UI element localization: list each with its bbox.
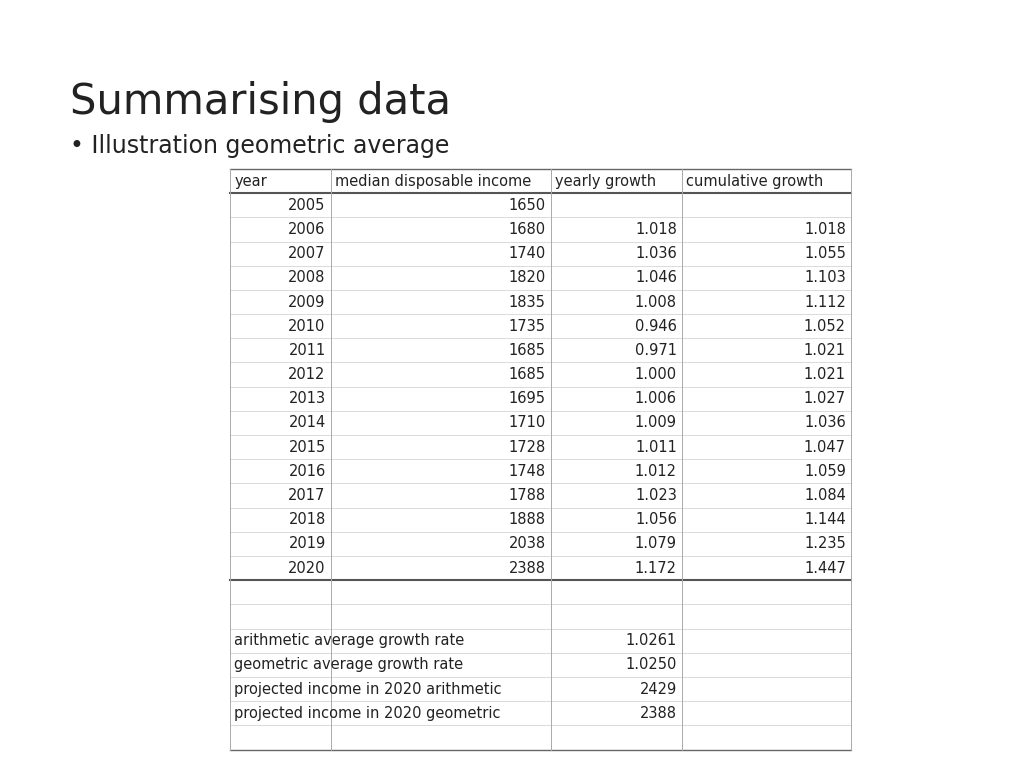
- Text: 1.021: 1.021: [804, 343, 846, 358]
- Text: 1.172: 1.172: [635, 561, 677, 576]
- Text: 2038: 2038: [509, 536, 546, 551]
- Text: 2388: 2388: [509, 561, 546, 576]
- Text: 2011: 2011: [289, 343, 326, 358]
- Text: 1.023: 1.023: [635, 488, 677, 503]
- Text: 2008: 2008: [289, 270, 326, 286]
- Text: 1680: 1680: [509, 222, 546, 237]
- Text: 1710: 1710: [509, 415, 546, 431]
- Text: year: year: [234, 174, 267, 189]
- Text: 2009: 2009: [289, 294, 326, 310]
- Text: arithmetic average growth rate: arithmetic average growth rate: [234, 633, 465, 648]
- Text: cumulative growth: cumulative growth: [686, 174, 823, 189]
- Text: 2388: 2388: [640, 706, 677, 721]
- Text: 1.021: 1.021: [804, 367, 846, 382]
- Text: 1.036: 1.036: [635, 246, 677, 261]
- Text: 1.055: 1.055: [804, 246, 846, 261]
- Text: 1728: 1728: [509, 439, 546, 455]
- Text: • Illustration geometric average: • Illustration geometric average: [70, 134, 449, 158]
- Text: 1748: 1748: [509, 464, 546, 479]
- Text: 2012: 2012: [289, 367, 326, 382]
- Text: geometric average growth rate: geometric average growth rate: [234, 657, 464, 673]
- Text: 2429: 2429: [640, 681, 677, 697]
- Text: 2015: 2015: [289, 439, 326, 455]
- Text: 1.0250: 1.0250: [626, 657, 677, 673]
- Text: 1.144: 1.144: [804, 512, 846, 528]
- Text: median disposable income: median disposable income: [335, 174, 531, 189]
- Text: 1820: 1820: [509, 270, 546, 286]
- Text: 2005: 2005: [289, 197, 326, 213]
- Text: 1.011: 1.011: [635, 439, 677, 455]
- Text: 1740: 1740: [509, 246, 546, 261]
- Text: 1685: 1685: [509, 343, 546, 358]
- Text: 1.052: 1.052: [804, 319, 846, 334]
- Text: 2010: 2010: [289, 319, 326, 334]
- Text: 1.235: 1.235: [804, 536, 846, 551]
- Text: 1.036: 1.036: [804, 415, 846, 431]
- Text: 1650: 1650: [509, 197, 546, 213]
- Text: 1.006: 1.006: [635, 391, 677, 406]
- Text: 1.103: 1.103: [804, 270, 846, 286]
- Text: 2016: 2016: [289, 464, 326, 479]
- Text: 1695: 1695: [509, 391, 546, 406]
- Text: 0.946: 0.946: [635, 319, 677, 334]
- Text: 1.009: 1.009: [635, 415, 677, 431]
- Text: 1.012: 1.012: [635, 464, 677, 479]
- Text: 1.008: 1.008: [635, 294, 677, 310]
- Text: 1.047: 1.047: [804, 439, 846, 455]
- Text: 1.000: 1.000: [635, 367, 677, 382]
- Text: yearly growth: yearly growth: [555, 174, 656, 189]
- Text: 1.084: 1.084: [804, 488, 846, 503]
- Text: 2020: 2020: [288, 561, 326, 576]
- Text: 2014: 2014: [289, 415, 326, 431]
- Text: 2013: 2013: [289, 391, 326, 406]
- Text: 1835: 1835: [509, 294, 546, 310]
- Text: 1.027: 1.027: [804, 391, 846, 406]
- Text: 1.079: 1.079: [635, 536, 677, 551]
- Text: 1.046: 1.046: [635, 270, 677, 286]
- Text: 1888: 1888: [509, 512, 546, 528]
- Text: projected income in 2020 geometric: projected income in 2020 geometric: [234, 706, 501, 721]
- Text: 2017: 2017: [289, 488, 326, 503]
- Text: projected income in 2020 arithmetic: projected income in 2020 arithmetic: [234, 681, 502, 697]
- Text: 1.059: 1.059: [804, 464, 846, 479]
- Text: 1.018: 1.018: [804, 222, 846, 237]
- Text: 1685: 1685: [509, 367, 546, 382]
- Text: 1.056: 1.056: [635, 512, 677, 528]
- Text: Summarising data: Summarising data: [70, 81, 451, 123]
- Text: 1735: 1735: [509, 319, 546, 334]
- Text: 2007: 2007: [288, 246, 326, 261]
- Text: 1.0261: 1.0261: [626, 633, 677, 648]
- Text: 1.018: 1.018: [635, 222, 677, 237]
- Text: 1788: 1788: [509, 488, 546, 503]
- Text: 1.112: 1.112: [804, 294, 846, 310]
- Text: 2018: 2018: [289, 512, 326, 528]
- Text: 2006: 2006: [289, 222, 326, 237]
- Text: 0.971: 0.971: [635, 343, 677, 358]
- Text: 1.447: 1.447: [804, 561, 846, 576]
- Text: 2019: 2019: [289, 536, 326, 551]
